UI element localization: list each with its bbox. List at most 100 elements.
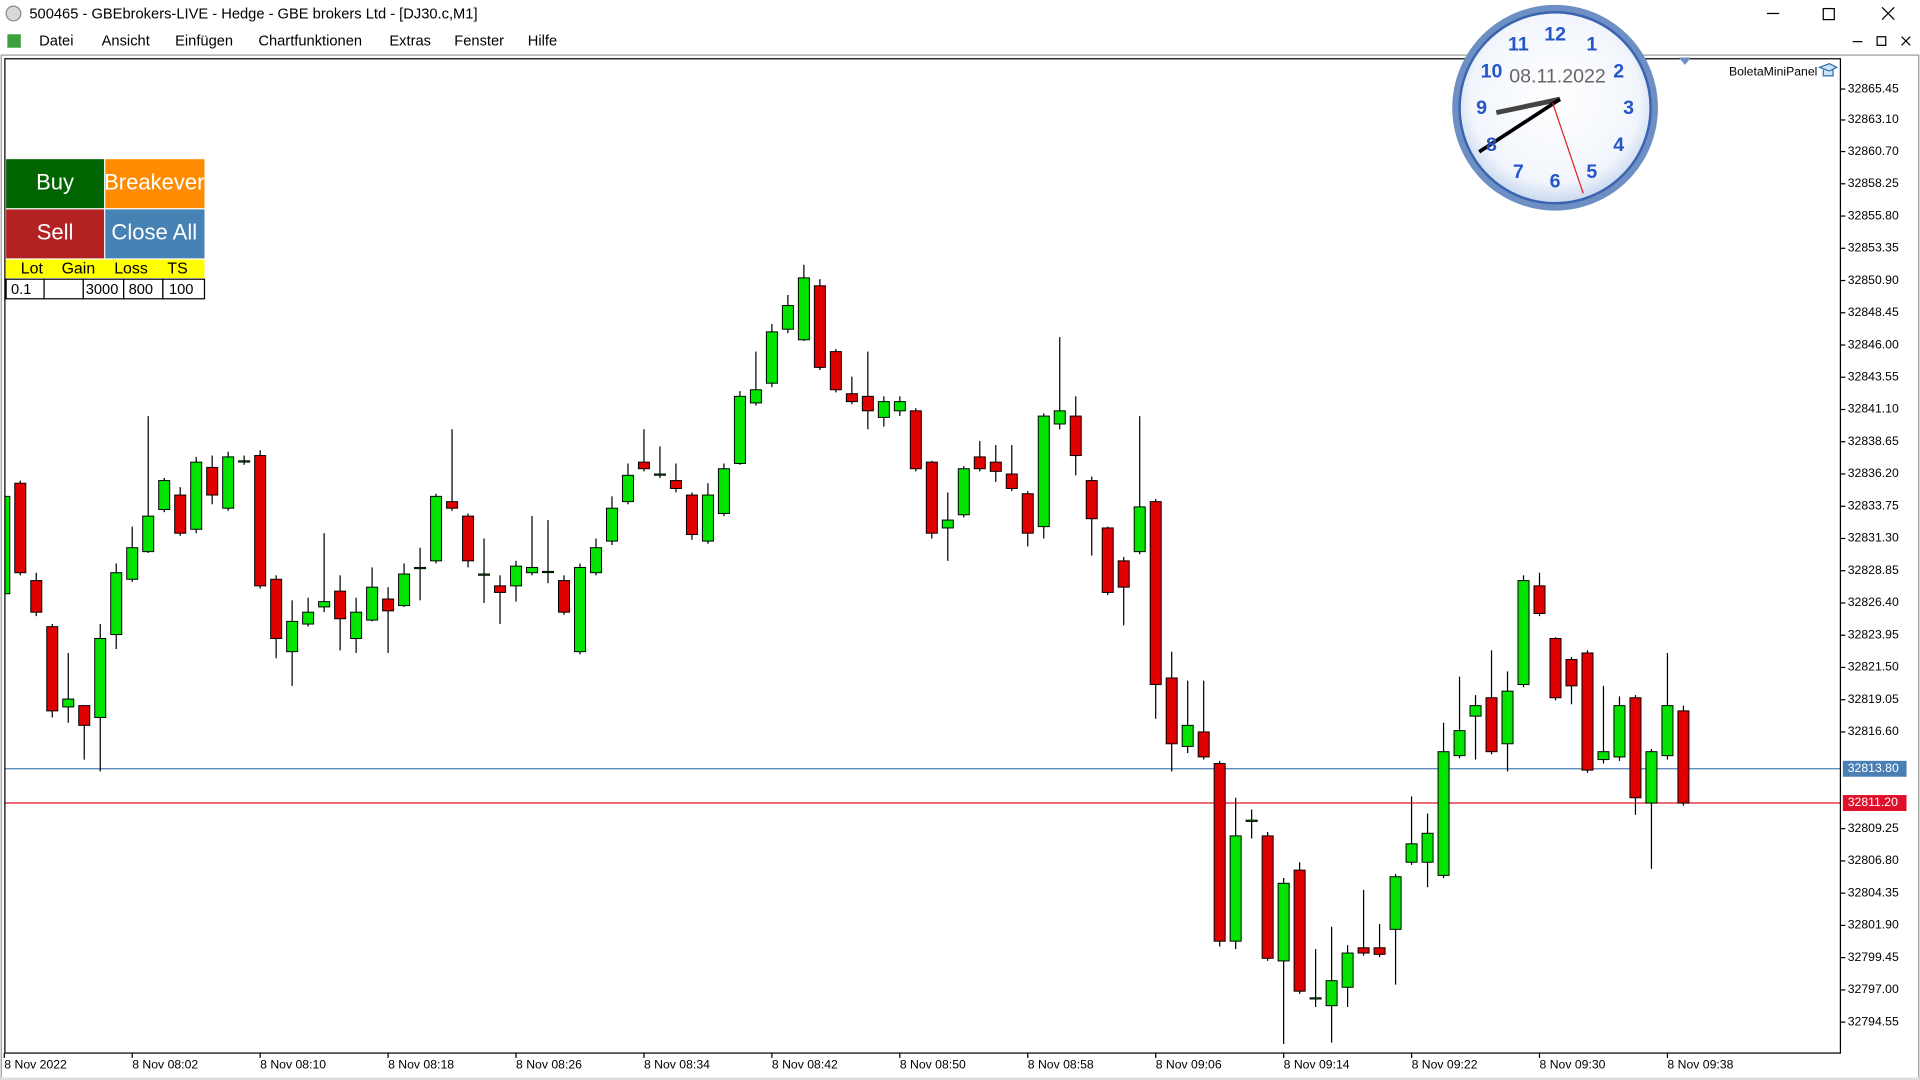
candle-body [1293,869,1306,992]
candle-body [589,547,602,574]
clock-numeral: 5 [1586,161,1597,183]
child-close[interactable] [1901,36,1911,46]
clock-numeral: 12 [1544,24,1566,46]
candle-body [350,611,363,639]
menu-item[interactable]: Datei [39,34,73,50]
candle-body [526,566,539,574]
x-tick-label: 8 Nov 09:22 [1412,1058,1478,1072]
x-tick-label: 8 Nov 08:34 [644,1058,710,1072]
y-tick-label: 32823.95 [1848,627,1899,641]
candle-body [302,611,315,625]
candle-body [62,698,75,708]
y-tick-label: 32848.45 [1848,305,1899,319]
candle-body [573,566,586,653]
y-tick-label: 32833.75 [1848,498,1899,512]
candle-body [206,466,219,496]
y-tick-label: 32860.70 [1848,144,1899,158]
menu-icon [7,34,21,48]
clock-numeral: 11 [1508,34,1529,56]
candle-body [1085,480,1098,520]
price-label: 32813.80 [1848,761,1899,775]
header-cell: Loss [114,261,148,278]
candle-body [398,573,411,607]
restore-button[interactable] [1822,7,1835,21]
y-tick-label: 32831.30 [1848,531,1899,545]
candle-body [637,461,650,470]
candle-body [94,638,107,718]
candle-body [1309,997,1322,1000]
y-tick-label: 32850.90 [1848,273,1899,287]
candle-body [925,461,938,534]
header-row [6,259,205,278]
clock-date: 08.11.2022 [1509,65,1606,87]
candle-body [893,401,906,412]
candle-body [414,566,427,570]
y-tick-label: 32821.50 [1848,660,1899,674]
close-button[interactable] [1881,6,1895,21]
candle-body [701,494,714,542]
candle-body [1053,410,1066,425]
candle-body [142,515,155,553]
y-tick-label: 32863.10 [1848,112,1899,126]
candle-body [1469,705,1482,717]
candle-body [446,501,459,509]
candle-body [829,351,842,391]
y-tick-label: 32806.80 [1848,853,1899,867]
candle-body [1645,751,1658,804]
candle-body [1213,763,1226,942]
candle-body [1245,819,1258,822]
input-cell[interactable] [43,278,84,300]
candle-body [1037,415,1050,528]
y-tick-label: 32836.20 [1848,466,1899,480]
hour-hand [1495,96,1561,116]
indicator-label: BoletaMiniPanel [1729,64,1817,78]
app-icon [5,5,22,22]
candle-body [238,460,251,463]
breakeven-button[interactable] [105,159,205,209]
candle-body [46,626,59,712]
candle-body [1485,697,1498,753]
candle-body [366,586,379,621]
candle-body [605,507,618,542]
clock-numeral: 8 [1486,134,1497,156]
menu-item[interactable]: Einfügen [175,34,233,50]
minute-hand [1478,97,1562,154]
menu-item[interactable]: Ansicht [102,34,150,50]
candle-body [1677,710,1690,804]
clock-numeral: 1 [1586,34,1597,56]
close-all-button[interactable] [105,209,205,259]
chart: 32794.55 32797.00 32799.45 32801.90 32804.35… [3,81,1907,1072]
candle-body [957,468,970,516]
y-tick-label: 32828.85 [1848,563,1899,577]
plot-area [4,264,1841,1044]
candle-body [973,456,986,470]
menu-item[interactable]: Chartfunktionen [258,34,362,50]
buy-button[interactable] [6,159,105,209]
candle-body [1581,652,1594,771]
candle-body [286,620,299,653]
candle-body [1549,638,1562,699]
candle-body [1341,952,1354,988]
header-cell: Gain [62,261,96,278]
y-tick-label: 32846.00 [1848,337,1899,351]
candle-body [669,480,682,489]
candle-body [653,473,666,476]
menu-item[interactable]: Extras [389,34,431,50]
input-cell[interactable] [162,278,206,300]
candle-body [861,395,874,412]
x-tick-label: 8 Nov 2022 [4,1058,67,1072]
sell-button[interactable] [6,209,105,259]
candle-body [909,410,922,470]
candle-body [1453,730,1466,757]
child-restore[interactable] [1876,36,1887,46]
candle-body [1277,882,1290,962]
candle-body [877,401,890,418]
candle-body [254,455,267,587]
candle-body [1613,705,1626,758]
menu-item[interactable]: Fenster [454,34,504,50]
menu-item[interactable]: Hilfe [528,34,557,50]
candle-body [110,572,123,636]
candle-body [1165,677,1178,745]
input-value: 3000 [86,282,119,298]
